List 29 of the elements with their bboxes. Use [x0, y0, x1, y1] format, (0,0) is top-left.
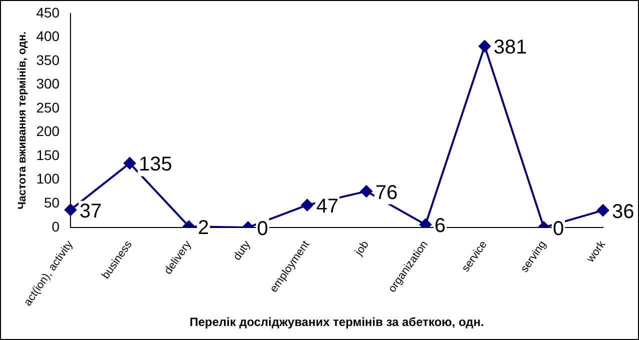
- y-tick-label: 400: [36, 28, 60, 44]
- y-tick-label: 450: [36, 4, 60, 20]
- data-label: 47: [316, 196, 338, 218]
- y-tick-label: 350: [36, 52, 60, 68]
- y-tick-label: 300: [36, 76, 60, 92]
- point: [360, 185, 372, 198]
- data-label: 0: [257, 218, 268, 240]
- point: [64, 204, 77, 216]
- data-label: 37: [80, 200, 102, 222]
- y-axis-title: Частота вживання термінів, одн.: [16, 31, 29, 210]
- data-label: 0: [552, 218, 564, 240]
- point: [597, 204, 609, 216]
- data-label: 381: [494, 36, 528, 59]
- point: [478, 40, 491, 52]
- point: [301, 199, 314, 212]
- data-label: 36: [612, 200, 634, 223]
- data-label: 6: [434, 215, 446, 238]
- data-label: 76: [375, 182, 398, 204]
- y-tick-label: 150: [36, 146, 60, 163]
- y-tick-label: 250: [36, 99, 60, 116]
- point: [124, 157, 136, 170]
- y-tick-label: 0: [52, 218, 60, 234]
- y-tick-label: 100: [36, 170, 60, 187]
- x-tick-label: job: [352, 238, 372, 259]
- data-label: 135: [138, 154, 172, 176]
- data-label: 2: [198, 217, 210, 239]
- y-tick-label: 200: [36, 123, 60, 140]
- y-tick-label: 50: [44, 194, 60, 211]
- x-axis-title: Перелік досліджуваних термінів за абеткою, одн.: [190, 315, 484, 330]
